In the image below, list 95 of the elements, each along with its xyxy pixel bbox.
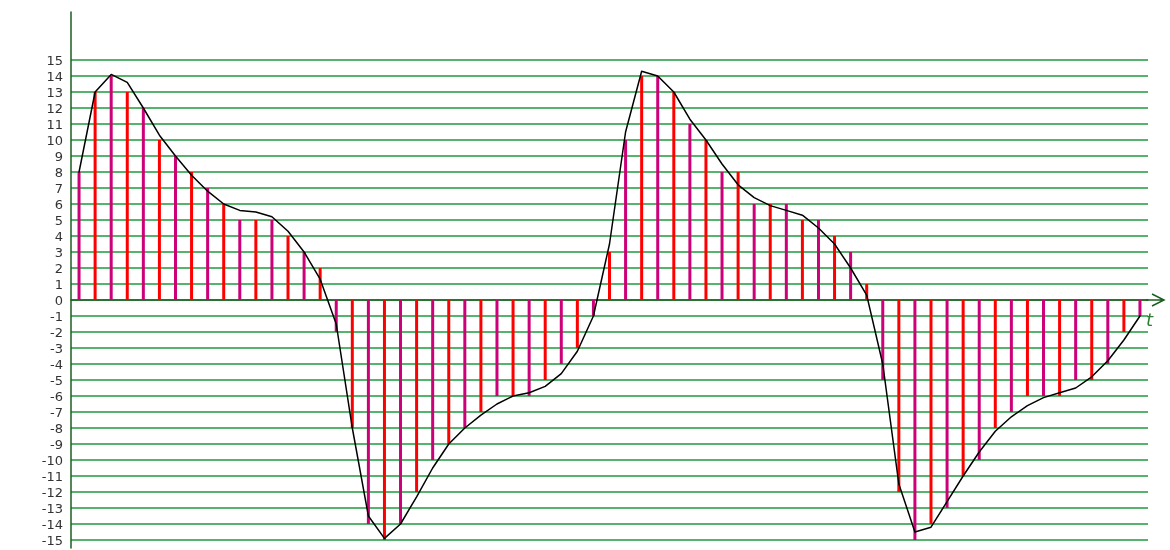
y-tick-label: -8 bbox=[50, 420, 63, 436]
bar bbox=[704, 140, 708, 300]
bar bbox=[1106, 300, 1110, 364]
bar bbox=[640, 76, 644, 300]
y-tick-label: -12 bbox=[41, 484, 63, 500]
bar bbox=[286, 236, 290, 300]
bar bbox=[1090, 300, 1094, 380]
bar bbox=[1138, 300, 1142, 316]
bar bbox=[624, 140, 628, 300]
bar bbox=[800, 220, 804, 300]
y-tick-label: -10 bbox=[41, 452, 63, 468]
bar bbox=[897, 300, 901, 492]
y-tick-label: 10 bbox=[46, 132, 63, 148]
x-axis-title: t bbox=[1146, 308, 1154, 330]
y-tick-label: 11 bbox=[46, 116, 63, 132]
line-series bbox=[78, 70, 1141, 540]
bar bbox=[350, 300, 354, 428]
y-tick-label: 2 bbox=[54, 260, 63, 276]
bar bbox=[720, 172, 724, 300]
y-tick-label: -3 bbox=[50, 340, 63, 356]
bar bbox=[672, 92, 676, 300]
bar bbox=[222, 204, 226, 300]
y-tick-label: -14 bbox=[41, 516, 63, 532]
y-tick-label: 3 bbox=[54, 244, 63, 260]
bar bbox=[656, 76, 660, 300]
bar bbox=[961, 300, 965, 476]
y-tick-label: -13 bbox=[41, 500, 63, 516]
bar bbox=[399, 300, 403, 524]
y-tick-label: 6 bbox=[54, 196, 63, 212]
bar bbox=[608, 252, 611, 300]
y-tick-label: 1 bbox=[54, 276, 63, 292]
bar bbox=[575, 300, 579, 348]
bar bbox=[527, 300, 531, 396]
bar bbox=[382, 300, 386, 540]
bar bbox=[463, 300, 467, 428]
bar bbox=[833, 236, 837, 300]
y-tick-label: -9 bbox=[50, 436, 63, 452]
bar bbox=[190, 172, 194, 300]
y-tick-label: -5 bbox=[50, 372, 63, 388]
y-tick-label: 12 bbox=[46, 100, 63, 116]
bar bbox=[447, 300, 451, 444]
bar bbox=[93, 92, 97, 300]
y-tick-label: -2 bbox=[50, 324, 63, 340]
bar bbox=[109, 76, 113, 300]
y-tick-label: -11 bbox=[41, 468, 63, 484]
bar bbox=[543, 300, 547, 380]
bar bbox=[1025, 300, 1029, 396]
y-tick-label: 8 bbox=[54, 164, 63, 180]
bar bbox=[688, 124, 692, 300]
bar bbox=[913, 300, 917, 540]
bar bbox=[977, 300, 981, 460]
y-tick-label: -4 bbox=[50, 356, 63, 372]
bar bbox=[431, 300, 435, 460]
y-tick-label: 13 bbox=[46, 84, 63, 100]
bar bbox=[238, 220, 242, 300]
bar bbox=[157, 140, 161, 300]
bar bbox=[1042, 300, 1046, 396]
bar bbox=[206, 188, 210, 300]
y-tick-label: -7 bbox=[50, 404, 63, 420]
y-tick-label: -6 bbox=[50, 388, 63, 404]
bar bbox=[415, 300, 419, 492]
y-tick-label: 7 bbox=[54, 180, 63, 196]
bar bbox=[173, 156, 177, 300]
bar bbox=[559, 300, 563, 364]
y-tick-label: 15 bbox=[46, 52, 63, 68]
bar bbox=[752, 204, 756, 300]
y-tick-label: 14 bbox=[46, 68, 63, 84]
y-tick-label: 0 bbox=[54, 292, 63, 308]
bar bbox=[495, 300, 499, 396]
y-tick-label: -1 bbox=[50, 308, 63, 324]
bar bbox=[270, 220, 274, 300]
bar bbox=[768, 204, 772, 300]
bar bbox=[479, 300, 483, 412]
bar bbox=[125, 92, 129, 300]
bar bbox=[77, 172, 81, 300]
y-tick-label: 4 bbox=[54, 228, 63, 244]
bar bbox=[141, 108, 145, 300]
bar bbox=[1074, 300, 1078, 380]
bar bbox=[254, 220, 258, 300]
bar bbox=[1058, 300, 1062, 396]
bar bbox=[302, 252, 306, 300]
bar bbox=[511, 300, 515, 396]
bar bbox=[736, 172, 740, 300]
bar bbox=[993, 300, 997, 428]
y-tick-label: 5 bbox=[54, 212, 63, 228]
bar bbox=[784, 204, 788, 300]
bar bbox=[849, 252, 853, 300]
bar bbox=[1122, 300, 1126, 332]
bar bbox=[1009, 300, 1013, 412]
bar bbox=[816, 220, 820, 300]
y-tick-label: 9 bbox=[54, 148, 63, 164]
bar bbox=[929, 300, 933, 524]
bar bbox=[366, 300, 370, 524]
bar bbox=[945, 300, 949, 508]
y-tick-label: -15 bbox=[41, 532, 63, 548]
